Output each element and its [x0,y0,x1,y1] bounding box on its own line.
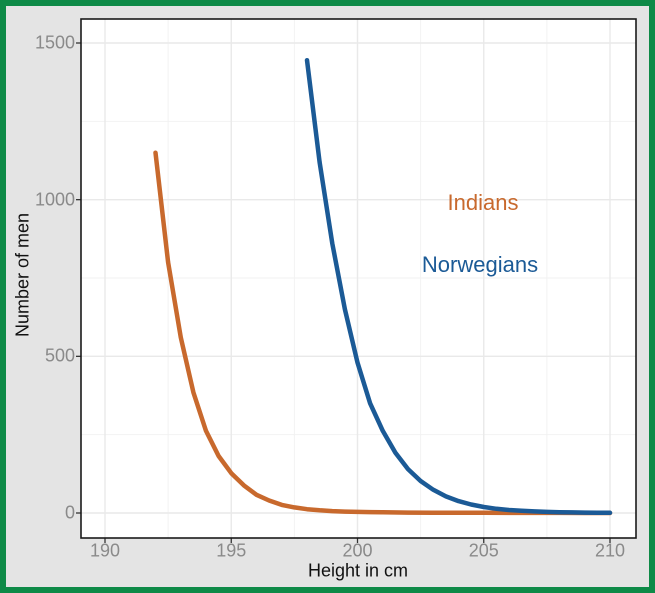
legend-label-norwegians: Norwegians [421,252,539,277]
series-norwegians-line [304,57,613,516]
y-tick-label: 1000 [34,189,75,210]
y-tick-label: 0 [64,502,75,523]
y-tick-label: 500 [44,345,75,366]
legend-label-indians: Indians [447,190,519,215]
series-indians-line [153,150,613,516]
x-axis-title: Height in cm [307,560,409,581]
y-tick-label: 1500 [34,32,75,53]
y-axis-title: Number of men [12,212,33,338]
x-tick-label: 195 [216,540,247,561]
x-tick-label: 210 [594,540,626,561]
x-tick-label: 205 [468,540,499,561]
x-tick-label: 190 [89,540,121,561]
x-tick-label: 200 [342,540,373,561]
